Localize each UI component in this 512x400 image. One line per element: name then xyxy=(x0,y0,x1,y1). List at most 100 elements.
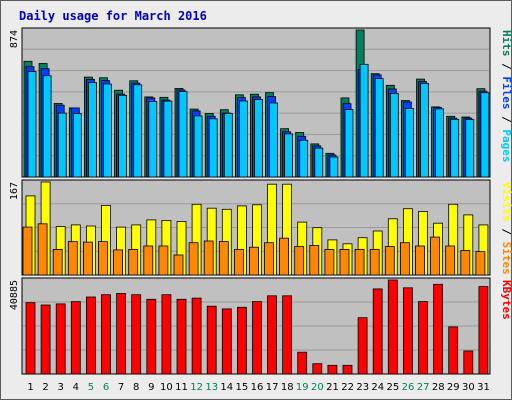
bar-kbytes-day-16 xyxy=(252,301,262,375)
legend-item-pages: Pages xyxy=(500,129,512,162)
bar-kbytes-day-17 xyxy=(267,295,277,375)
bar-pages-day-19 xyxy=(299,139,309,178)
bar-pages-day-14 xyxy=(223,113,233,178)
bar-pages-day-16 xyxy=(254,99,263,178)
bar-kbytes-day-6 xyxy=(101,294,111,375)
bar-pages-day-18 xyxy=(284,133,294,178)
bar-sites-day-12 xyxy=(188,242,199,276)
bar-sites-day-14 xyxy=(218,241,229,276)
bar-sites-day-20 xyxy=(309,245,320,276)
x-tick-label-day-15: 15 xyxy=(236,382,249,393)
legend-hits-files-pages: Hits / Files / Pages xyxy=(500,30,512,163)
bar-sites-day-17 xyxy=(264,242,274,276)
bar-kbytes-day-31 xyxy=(478,286,489,375)
x-tick-label-day-26: 26 xyxy=(402,382,415,393)
legend-item-visits: Visits xyxy=(500,182,512,222)
bar-kbytes-day-21 xyxy=(327,364,338,375)
x-tick-label-day-5: 5 xyxy=(88,382,94,393)
bar-pages-day-29 xyxy=(450,118,460,178)
bar-pages-day-12 xyxy=(193,115,203,178)
bar-pages-day-11 xyxy=(178,91,188,178)
bar-pages-day-2 xyxy=(42,75,52,178)
bar-kbytes-day-20 xyxy=(312,363,323,375)
bar-sites-day-23 xyxy=(354,248,365,276)
bar-sites-day-26 xyxy=(399,242,410,276)
bar-pages-day-17 xyxy=(269,102,278,178)
bar-kbytes-day-12 xyxy=(191,297,202,375)
bar-sites-day-19 xyxy=(294,246,305,276)
x-tick-label-day-1: 1 xyxy=(27,382,33,393)
legend-item-kbytes: KBytes xyxy=(500,280,512,320)
x-tick-label-day-17: 17 xyxy=(266,382,279,393)
bar-kbytes-day-24 xyxy=(372,288,383,375)
bar-kbytes-day-27 xyxy=(418,301,428,375)
bar-kbytes-day-11 xyxy=(176,298,187,375)
bar-kbytes-day-5 xyxy=(86,296,96,375)
bar-kbytes-day-2 xyxy=(40,304,51,375)
bar-sites-day-8 xyxy=(128,248,139,276)
legend-text: Hits / Files / Pages xyxy=(500,30,512,163)
chart-title: Daily usage for March 2016 xyxy=(19,9,207,23)
bar-sites-day-16 xyxy=(249,246,259,276)
bar-pages-day-8 xyxy=(133,84,143,178)
bar-sites-day-5 xyxy=(83,241,93,276)
bar-sites-day-1 xyxy=(22,226,33,276)
legend-item-files: Files xyxy=(500,76,512,109)
bar-kbytes-day-4 xyxy=(70,301,81,375)
legend-visits-sites: Visits / Sites xyxy=(500,182,512,275)
bar-sites-day-28 xyxy=(430,236,441,276)
bar-sites-day-29 xyxy=(445,245,456,276)
bar-pages-day-28 xyxy=(435,108,445,178)
bar-pages-day-10 xyxy=(163,100,173,178)
bar-pages-day-1 xyxy=(27,71,37,178)
bar-pages-day-31 xyxy=(480,92,490,178)
x-tick-label-day-20: 20 xyxy=(311,382,324,393)
x-tick-label-day-30: 30 xyxy=(462,382,475,393)
x-tick-label-day-14: 14 xyxy=(220,382,233,393)
bar-sites-day-11 xyxy=(173,254,184,276)
bar-pages-day-6 xyxy=(103,83,112,178)
bar-sites-day-3 xyxy=(52,248,63,276)
x-tick-label-day-7: 7 xyxy=(118,382,124,393)
bar-pages-day-13 xyxy=(208,118,218,178)
bar-kbytes-day-22 xyxy=(342,364,353,375)
legend-separator: / xyxy=(500,57,512,77)
bar-sites-day-21 xyxy=(324,248,335,276)
bar-kbytes-day-10 xyxy=(161,294,172,375)
bar-sites-day-24 xyxy=(369,248,380,276)
bar-sites-day-30 xyxy=(460,250,471,276)
x-tick-label-day-3: 3 xyxy=(58,382,64,393)
x-tick-label-day-6: 6 xyxy=(103,382,109,393)
x-tick-label-day-12: 12 xyxy=(190,382,203,393)
x-tick-label-day-10: 10 xyxy=(160,382,173,393)
y-max-label: 167 xyxy=(9,182,20,200)
x-tick-label-day-13: 13 xyxy=(205,382,218,393)
bar-sites-day-18 xyxy=(279,237,290,276)
bar-kbytes-day-28 xyxy=(433,283,444,375)
bar-sites-day-9 xyxy=(143,245,154,276)
x-tick-label-day-27: 27 xyxy=(417,382,430,393)
bar-pages-day-21 xyxy=(329,156,339,178)
bar-sites-day-27 xyxy=(415,245,425,276)
x-tick-label-day-4: 4 xyxy=(73,382,79,393)
x-tick-label-day-22: 22 xyxy=(341,382,354,393)
bar-sites-day-2 xyxy=(37,223,48,276)
bar-pages-day-26 xyxy=(404,108,414,178)
legend-separator: / xyxy=(500,222,512,242)
x-tick-label-day-16: 16 xyxy=(251,382,264,393)
bar-kbytes-day-9 xyxy=(146,298,157,375)
legend-item-sites: Sites xyxy=(500,242,512,275)
bar-pages-day-5 xyxy=(88,82,97,178)
bar-pages-day-30 xyxy=(465,119,475,178)
bar-kbytes-day-3 xyxy=(55,303,66,375)
bar-sites-day-10 xyxy=(158,245,169,276)
bar-sites-day-25 xyxy=(384,246,395,276)
bar-pages-day-24 xyxy=(374,78,384,178)
x-tick-label-day-24: 24 xyxy=(371,382,384,393)
bar-sites-day-7 xyxy=(113,249,123,276)
bar-pages-day-20 xyxy=(314,147,324,178)
x-tick-label-day-18: 18 xyxy=(281,382,294,393)
bar-sites-day-31 xyxy=(475,251,486,276)
bar-pages-day-22 xyxy=(344,109,354,178)
